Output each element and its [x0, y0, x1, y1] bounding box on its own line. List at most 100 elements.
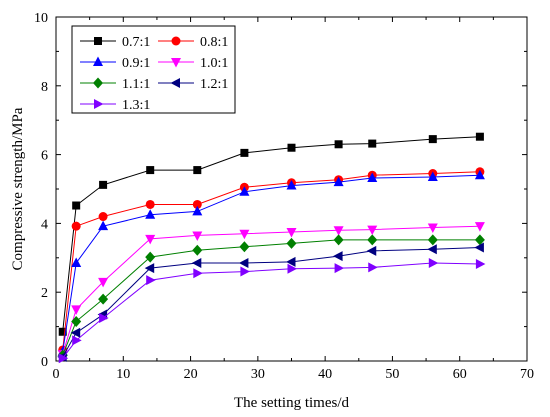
data-point — [239, 186, 250, 196]
data-point — [333, 234, 344, 246]
series-line — [62, 225, 480, 355]
data-point — [239, 229, 250, 240]
data-point — [70, 327, 81, 338]
data-point — [98, 212, 108, 222]
y-tick-label: 6 — [41, 149, 48, 164]
data-point — [286, 237, 297, 249]
legend-label: 0.7:1 — [122, 35, 150, 50]
data-point — [333, 176, 344, 187]
data-point — [427, 244, 437, 255]
data-point — [286, 228, 297, 238]
legend-marker — [171, 36, 181, 46]
data-point — [71, 221, 81, 231]
data-point — [286, 180, 297, 190]
data-point — [474, 242, 484, 253]
legend-marker — [93, 56, 103, 66]
data-point — [333, 251, 343, 262]
legend: 0.7:1 0.8:1 0.9:1 1.0:1 1.1:1 1.2:1 1.3:1 — [71, 25, 236, 114]
data-point — [474, 222, 485, 232]
series-line — [62, 262, 480, 359]
data-point — [146, 166, 155, 175]
data-point — [428, 135, 437, 144]
legend-marker — [171, 58, 181, 68]
series-6 — [58, 257, 486, 364]
x-tick-label: 0 — [53, 367, 60, 382]
series-0 — [58, 132, 484, 336]
data-point — [367, 234, 378, 246]
data-point — [368, 139, 377, 148]
legend-marker — [170, 78, 180, 88]
ticks: 0 10 20 30 40 50 60 70 0 2 4 6 8 10 — [34, 11, 534, 382]
data-point — [193, 166, 202, 175]
y-tick-label: 2 — [41, 286, 48, 301]
x-tick-label: 50 — [385, 367, 399, 382]
series-layer — [57, 132, 486, 364]
legend-marker — [94, 37, 102, 45]
series-3 — [57, 222, 485, 360]
data-point — [333, 226, 344, 236]
y-axis-title: Compressive strength/MPa — [10, 107, 26, 270]
data-point — [475, 132, 484, 141]
legend-label: 0.9:1 — [122, 56, 150, 71]
legend-marker — [94, 99, 104, 109]
series-4 — [57, 234, 485, 361]
data-point — [366, 245, 377, 256]
series-line — [62, 171, 480, 351]
y-tick-label: 0 — [41, 355, 48, 370]
series-5 — [57, 242, 484, 362]
data-point — [145, 209, 156, 219]
data-point — [367, 225, 378, 236]
data-point — [99, 180, 108, 189]
data-point — [334, 140, 343, 149]
data-point — [144, 263, 155, 274]
data-point — [474, 169, 485, 180]
data-point — [287, 263, 297, 274]
x-tick-label: 60 — [453, 367, 467, 382]
data-point — [238, 257, 249, 268]
data-point — [428, 257, 439, 268]
data-point — [145, 199, 155, 209]
x-tick-label: 30 — [251, 367, 265, 382]
x-axis-title: The setting times/d — [234, 395, 349, 411]
legend-marker — [93, 77, 103, 89]
legend-label: 0.8:1 — [200, 35, 228, 50]
series-line — [62, 174, 480, 352]
data-point — [72, 201, 81, 210]
data-point — [286, 256, 296, 267]
data-point — [72, 335, 82, 346]
data-point — [71, 257, 82, 267]
data-point — [146, 275, 156, 286]
data-point — [475, 258, 486, 269]
data-point — [58, 353, 69, 364]
data-point — [287, 143, 296, 152]
x-tick-label: 20 — [184, 367, 198, 382]
data-point — [98, 293, 109, 305]
data-point — [192, 231, 203, 241]
data-point — [58, 327, 67, 336]
data-point — [239, 241, 250, 253]
data-point — [474, 234, 485, 246]
data-point — [192, 205, 203, 216]
data-point — [427, 171, 438, 181]
data-point — [192, 199, 202, 209]
data-point — [71, 305, 82, 315]
series-line — [62, 239, 480, 356]
x-tick-label: 10 — [116, 367, 130, 382]
data-point — [334, 263, 345, 274]
series-line — [62, 136, 480, 332]
y-tick-label: 10 — [34, 11, 48, 26]
data-point — [240, 148, 249, 157]
legend-label: 1.1:1 — [122, 77, 150, 92]
x-tick-label: 40 — [318, 367, 332, 382]
data-point — [71, 315, 82, 327]
y-tick-label: 8 — [41, 80, 48, 95]
data-point — [98, 220, 109, 231]
data-point — [145, 251, 156, 263]
data-point — [368, 262, 378, 273]
data-point — [240, 266, 250, 277]
data-point — [99, 313, 109, 323]
data-point — [367, 172, 378, 182]
series-1 — [58, 167, 485, 355]
data-point — [427, 223, 438, 234]
